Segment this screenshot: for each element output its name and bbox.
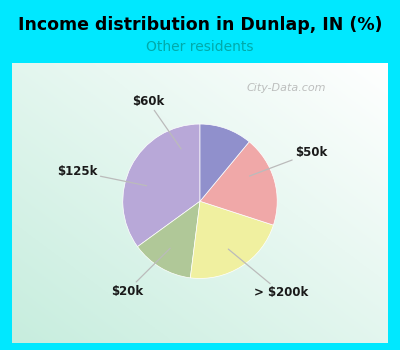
- Text: > $200k: > $200k: [228, 249, 308, 300]
- Wedge shape: [190, 201, 274, 279]
- Text: $50k: $50k: [250, 146, 327, 176]
- Wedge shape: [200, 142, 277, 225]
- Text: City-Data.com: City-Data.com: [246, 83, 326, 93]
- Wedge shape: [200, 124, 249, 201]
- Text: Income distribution in Dunlap, IN (%): Income distribution in Dunlap, IN (%): [18, 16, 382, 34]
- FancyBboxPatch shape: [4, 57, 396, 349]
- Text: $20k: $20k: [111, 248, 170, 298]
- Wedge shape: [123, 124, 200, 247]
- Text: $125k: $125k: [57, 165, 147, 186]
- Text: $60k: $60k: [132, 94, 181, 149]
- Wedge shape: [138, 201, 200, 278]
- Text: Other residents: Other residents: [146, 40, 254, 54]
